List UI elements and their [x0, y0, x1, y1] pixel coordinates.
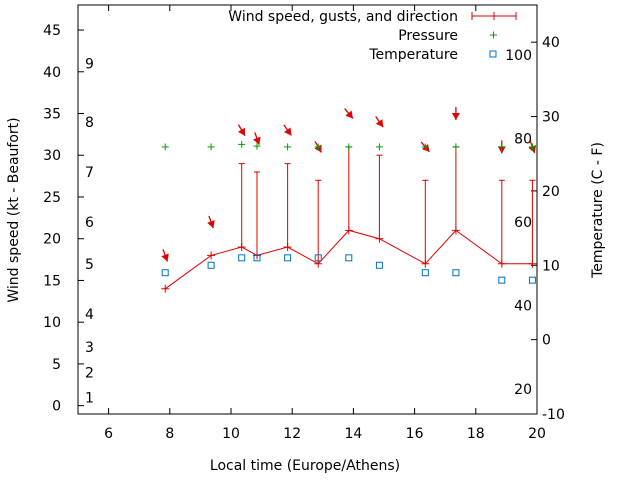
y-tick-label: 15: [43, 273, 61, 289]
arrow-head: [451, 113, 460, 121]
temperature-point: [161, 269, 169, 277]
wind-direction-arrow: [237, 124, 246, 137]
plot-frame: [77, 4, 538, 415]
y-tick-label: 30: [43, 148, 61, 164]
y-tick-label: 45: [43, 23, 61, 39]
wind-speed-line: [164, 229, 533, 290]
legend-label-wind: Wind speed, gusts, and direction: [228, 9, 458, 25]
arrow-head: [253, 136, 261, 145]
temperature-point: [284, 254, 292, 262]
y2-tick-label: -10: [542, 407, 565, 423]
y-axis-label: Wind speed (kt - Beaufort): [6, 117, 22, 302]
x-tick-label: 8: [165, 426, 174, 442]
beaufort-label: 3: [85, 340, 94, 356]
arrow-head: [161, 253, 169, 262]
x-tick-label: 14: [344, 426, 362, 442]
y-tick-label: 40: [43, 65, 61, 81]
beaufort-label: 2: [85, 365, 94, 381]
beaufort-label: 8: [85, 115, 94, 131]
series-layer: [161, 107, 537, 293]
legend: Wind speed, gusts, and direction Pressur…: [228, 9, 517, 63]
temperature-point: [375, 261, 383, 269]
beaufort-label: 7: [85, 165, 94, 181]
legend-label-pressure: Pressure: [398, 28, 458, 44]
x-tick-label: 10: [222, 426, 240, 442]
y-tick-label: 25: [43, 190, 61, 206]
beaufort-label: 1: [85, 390, 94, 406]
x-tick-label: 18: [467, 426, 485, 442]
wind-direction-arrow: [207, 215, 215, 229]
temperature-point: [421, 269, 429, 277]
y2-tick-label: 0: [542, 333, 551, 349]
arrow-head: [237, 127, 245, 136]
x-tick-label: 6: [104, 426, 113, 442]
temperature-point: [253, 254, 261, 262]
beaufort-label: 9: [85, 56, 94, 72]
beaufort-label: 4: [85, 307, 94, 323]
wind-direction-arrow: [283, 124, 292, 136]
temperature-point: [528, 276, 536, 284]
arrow-head: [375, 119, 384, 128]
y-tick-label: 0: [52, 399, 61, 415]
temperature-point: [238, 254, 246, 262]
grid-layer: 6 8 10 12 14 16 18 20051015202530354045-1001020…: [43, 4, 565, 442]
fahrenheit-label: 40: [514, 298, 532, 314]
wind-direction-arrow: [375, 116, 384, 128]
wind-direction-arrow: [253, 132, 261, 145]
temperature-point: [207, 261, 215, 269]
temperature-point: [314, 254, 322, 262]
beaufort-label: 6: [85, 215, 94, 231]
x-tick-label: 12: [283, 426, 301, 442]
wind-direction-arrow: [344, 108, 354, 119]
y2-tick-label: 20: [542, 184, 560, 200]
wind-direction-arrow: [451, 107, 460, 121]
x-axis-label: Local time (Europe/Athens): [210, 458, 400, 474]
wind-direction-arrow: [161, 249, 169, 262]
legend-label-temperature: Temperature: [368, 47, 458, 63]
temperature-point: [498, 276, 506, 284]
x-tick-label: 16: [406, 426, 424, 442]
arrow-head: [207, 220, 215, 229]
fahrenheit-label: 60: [514, 215, 532, 231]
y2-tick-label: 30: [542, 110, 560, 126]
fahrenheit-label: 100: [505, 48, 532, 64]
y-tick-label: 10: [43, 315, 61, 331]
legend-sample-temperature: [489, 50, 497, 58]
temperature-point: [452, 269, 460, 277]
arrow-head: [284, 127, 292, 136]
y-tick-label: 5: [52, 357, 61, 373]
y-tick-label: 20: [43, 232, 61, 248]
fahrenheit-label: 20: [514, 382, 532, 398]
arrow-head: [345, 110, 353, 119]
beaufort-label: 5: [85, 257, 94, 273]
y2-tick-label: 10: [542, 258, 560, 274]
x-tick-label: 20: [528, 426, 546, 442]
temperature-point: [345, 254, 353, 262]
y-tick-label: 35: [43, 107, 61, 123]
y2-tick-label: 40: [542, 35, 560, 51]
fahrenheit-label: 80: [514, 132, 532, 148]
y2-axis-label: Temperature (C - F): [590, 142, 606, 279]
